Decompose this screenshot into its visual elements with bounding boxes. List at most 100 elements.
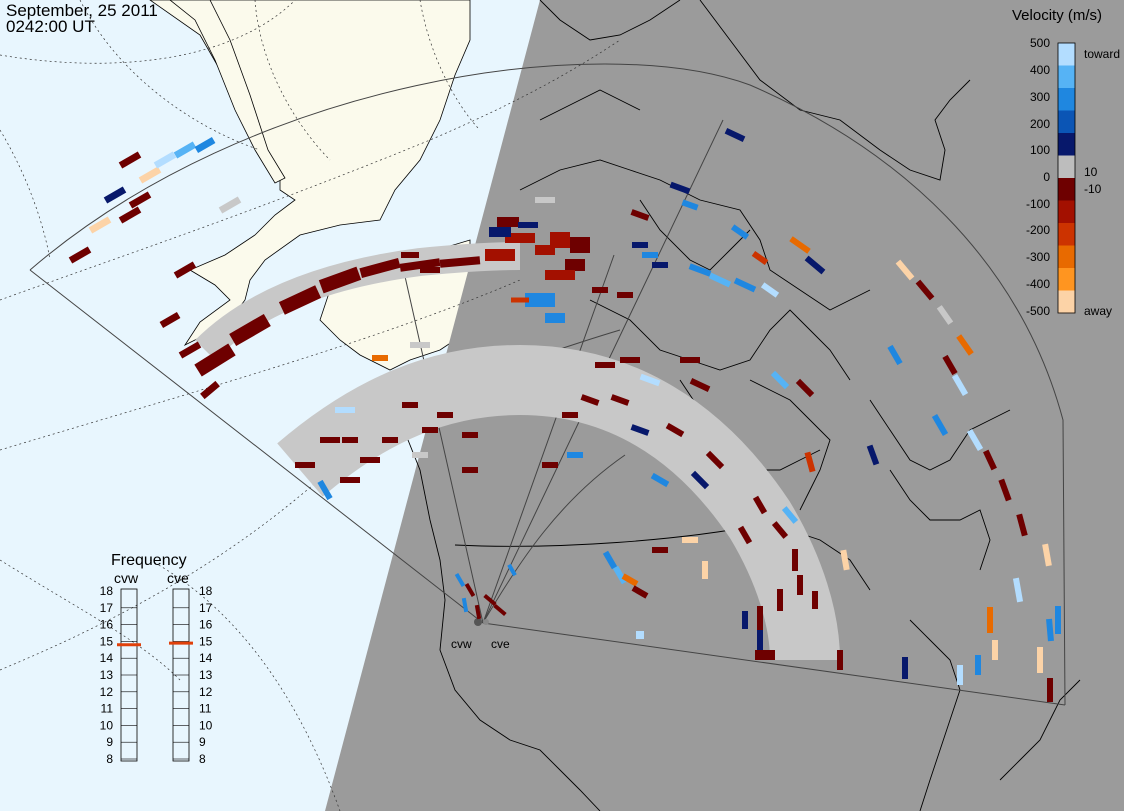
velocity-cell [689, 378, 711, 392]
velocity-cell [1042, 543, 1052, 567]
velocity-cell [992, 640, 998, 660]
frequency-scale-label-left: 12 [100, 685, 114, 699]
velocity-cell [795, 378, 815, 398]
velocity-cell [359, 257, 401, 279]
velocity-cell [998, 478, 1012, 502]
colorbar-segment [1058, 133, 1075, 156]
velocity-cell [751, 250, 769, 266]
velocity-cell [760, 282, 780, 298]
velocity-legend-title: Velocity (m/s) [1012, 7, 1102, 24]
radar-label-cve: cve [491, 637, 510, 651]
velocity-cell [392, 382, 408, 388]
velocity-tick-label: -200 [1026, 223, 1050, 237]
velocity-tick-label: -300 [1026, 250, 1050, 264]
frequency-scale-label-left: 13 [100, 668, 114, 682]
frequency-scale-label-left: 14 [100, 651, 114, 665]
velocity-cell [342, 437, 358, 443]
velocity-cell [652, 547, 668, 553]
velocity-cell [462, 432, 478, 438]
velocity-cell [592, 287, 608, 293]
velocity-cell [118, 206, 142, 224]
velocity-cell [412, 452, 428, 458]
velocity-cell [1012, 577, 1024, 603]
velocity-cell [422, 427, 438, 433]
velocity-cell [159, 311, 181, 329]
frequency-scale-label-right: 16 [199, 618, 213, 632]
frequency-scale-label-left: 9 [106, 735, 113, 749]
velocity-cell [295, 462, 315, 468]
velocity-cell [631, 585, 649, 599]
velocity-cell [402, 402, 418, 408]
velocity-cell [755, 650, 775, 660]
radar-site-cve [483, 619, 489, 625]
velocity-cell [617, 292, 633, 298]
velocity-cell [474, 604, 482, 620]
graticule [0, 0, 621, 811]
velocity-cell [173, 261, 197, 279]
velocity-cell [483, 593, 497, 607]
velocity-cell [118, 151, 142, 169]
velocity-cell [439, 256, 481, 268]
velocity-cell [545, 270, 575, 280]
velocity-cell [702, 561, 708, 579]
velocity-cell [789, 236, 811, 254]
velocity-cell [621, 573, 639, 587]
colorbar-segment [1058, 65, 1075, 89]
velocity-cell [278, 285, 322, 315]
frequency-scale-label-left: 18 [100, 584, 114, 598]
velocity-cell [485, 249, 515, 261]
velocity-cell [68, 246, 92, 264]
velocity-cell [652, 262, 668, 268]
legend-toward-label: toward [1084, 47, 1120, 61]
velocity-cell [318, 266, 362, 294]
velocity-cell [200, 380, 220, 400]
velocity-cell [229, 313, 271, 347]
colorbar-segment [1058, 290, 1075, 314]
velocity-cell [757, 630, 763, 650]
velocity-cell [565, 259, 585, 271]
velocity-cell [1055, 606, 1061, 634]
frequency-scale-label-right: 18 [199, 584, 213, 598]
velocity-cell [218, 196, 242, 214]
velocity-cell [602, 550, 618, 570]
velocity-cell [966, 428, 984, 452]
frequency-scale-label-right: 11 [199, 702, 212, 716]
frequency-left-label: cvw [114, 570, 139, 586]
velocity-cell [335, 407, 355, 413]
velocity-tick-labels: 500400300200100100-10-100-200-300-400-50… [1026, 36, 1102, 318]
colorbar-segment [1058, 178, 1075, 201]
velocity-cell [804, 451, 816, 473]
velocity-tick-label: 300 [1030, 90, 1050, 104]
velocity-cell [489, 227, 511, 237]
velocity-cell [737, 525, 753, 545]
velocity-cell [317, 479, 333, 501]
velocity-cell [567, 452, 583, 458]
velocity-cell [178, 341, 202, 359]
colorbar-segment [1058, 43, 1075, 66]
velocity-legend: Velocity (m/s) toward away 500 400 300 200 1… [1012, 7, 1120, 318]
velocity-cell [942, 354, 958, 376]
velocity-cell [804, 255, 826, 275]
velocity-colorbar [1057, 42, 1076, 314]
velocity-cell [752, 495, 768, 515]
velocity-cell [777, 589, 783, 611]
velocity-cell [669, 181, 691, 195]
frequency-scale-label-left: 11 [101, 702, 114, 716]
velocity-cell [511, 297, 529, 303]
colorbar-segment [1058, 155, 1075, 179]
velocity-cell [837, 650, 843, 670]
velocity-cell [138, 166, 162, 184]
velocity-cell [570, 237, 590, 253]
frequency-scale-label-left: 16 [100, 618, 114, 632]
velocity-cell [610, 394, 630, 406]
velocity-tick-label: -100 [1026, 197, 1050, 211]
frequency-scale-label-right: 10 [199, 718, 213, 732]
velocity-cell [956, 334, 974, 356]
velocity-tick-label: 0 [1043, 170, 1050, 184]
velocity-cell [518, 222, 538, 228]
velocity-cell [705, 450, 725, 470]
velocity-cell [915, 279, 935, 301]
velocity-cell [1016, 513, 1028, 537]
frequency-scale-label-right: 9 [199, 735, 206, 749]
